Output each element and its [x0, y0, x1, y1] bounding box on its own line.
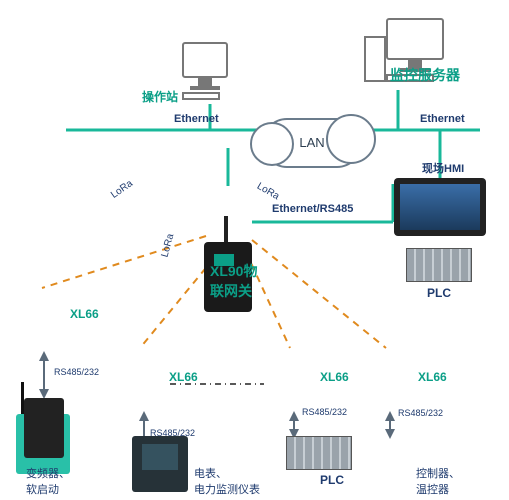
label-rs485_2: RS485/232: [150, 428, 195, 438]
label-ethernet_right: Ethernet: [420, 113, 465, 125]
device-vfd: [24, 398, 64, 458]
label-lora_3: LoRa: [255, 181, 281, 202]
label-rs485_3: RS485/232: [302, 407, 347, 417]
label-lora_1: LoRa: [109, 178, 135, 201]
lan-cloud: LAN: [262, 118, 362, 168]
label-xl66_3: XL66: [320, 370, 349, 384]
workstation-computer: [182, 42, 228, 100]
label-ethernet_rs485: Ethernet/RS485: [272, 203, 353, 215]
label-dev_meter: 电表、电力监测仪表: [194, 465, 274, 497]
plc-right: [406, 248, 472, 282]
label-rs485_4: RS485/232: [398, 408, 443, 418]
label-rs485_1: RS485/232: [54, 367, 99, 377]
lan-label: LAN: [299, 135, 324, 150]
label-lora_2: LoRa: [160, 233, 177, 259]
label-xl66_4: XL66: [418, 370, 447, 384]
device-power-meter: [132, 436, 188, 492]
label-dev_vfd: 变频器、软启动: [26, 465, 106, 497]
device-plc-bottom: [286, 436, 352, 470]
label-dev_ctrl: 控制器、温控器: [416, 465, 496, 497]
label-monitor_server: 监控服务器: [390, 65, 460, 85]
label-xl66_2: XL66: [169, 370, 198, 384]
field-hmi: [394, 178, 486, 236]
label-dev_plc: PLC: [320, 473, 344, 487]
label-workstation: 操作站: [142, 88, 178, 105]
label-ethernet_left: Ethernet: [174, 113, 219, 125]
label-field_hmi: 现场HMI: [422, 160, 464, 176]
label-plc_right: PLC: [427, 286, 451, 300]
label-gateway_name: XL90物联网关: [210, 261, 270, 301]
label-xl66_1: XL66: [70, 307, 99, 321]
